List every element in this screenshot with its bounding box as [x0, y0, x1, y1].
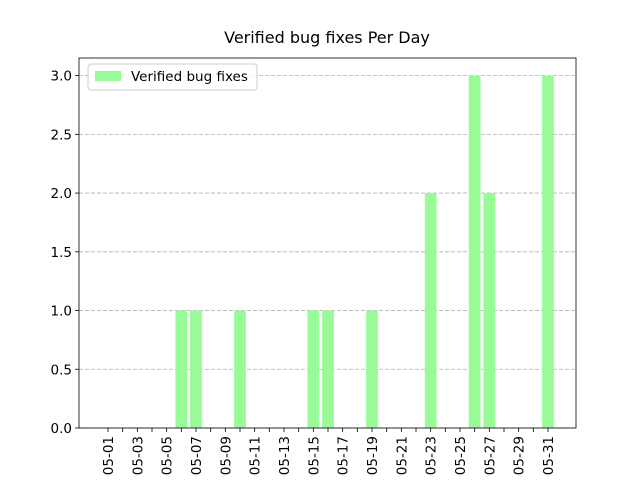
bar	[542, 75, 554, 428]
x-tick-label: 05-13	[277, 436, 293, 475]
bar	[307, 310, 320, 428]
chart-title: Verified bug fixes Per Day	[224, 28, 430, 47]
y-tick-label: 3.0	[51, 69, 72, 85]
y-tick-label: 1.5	[51, 245, 72, 261]
x-tick-label: 05-17	[336, 436, 352, 475]
x-tick-label: 05-05	[160, 436, 176, 475]
x-tick-label: 05-01	[101, 436, 117, 475]
bar	[468, 75, 481, 428]
x-tick-label: 05-29	[512, 436, 528, 475]
y-tick-label: 2.5	[51, 127, 72, 143]
x-tick-label: 05-21	[394, 436, 410, 475]
x-tick-label: 05-03	[130, 436, 146, 475]
legend-label: Verified bug fixes	[131, 69, 248, 85]
y-tick-label: 1.0	[51, 304, 72, 320]
bar	[175, 310, 188, 428]
y-tick-label: 0.5	[51, 362, 72, 378]
x-tick-label: 05-31	[541, 436, 557, 475]
bar	[234, 310, 246, 428]
y-tick-label: 2.0	[51, 186, 72, 202]
x-tick-label: 05-09	[218, 436, 234, 475]
bar	[483, 193, 496, 428]
y-tick-label: 0.0	[51, 421, 72, 437]
x-tick-label: 05-19	[365, 436, 381, 475]
plot-frame	[78, 57, 577, 429]
legend: Verified bug fixes	[87, 63, 258, 91]
bar	[190, 310, 202, 428]
x-tick-label: 05-27	[482, 436, 498, 475]
bar	[366, 310, 378, 428]
x-tick-label: 05-11	[248, 436, 264, 475]
x-tick-label: 05-25	[453, 436, 469, 475]
bar	[424, 193, 437, 428]
x-tick-label: 05-15	[306, 436, 322, 475]
bar	[322, 310, 334, 428]
legend-box	[87, 63, 258, 91]
legend-swatch	[95, 71, 121, 81]
x-tick-label: 05-07	[189, 436, 205, 475]
x-tick-label: 05-23	[424, 436, 440, 475]
